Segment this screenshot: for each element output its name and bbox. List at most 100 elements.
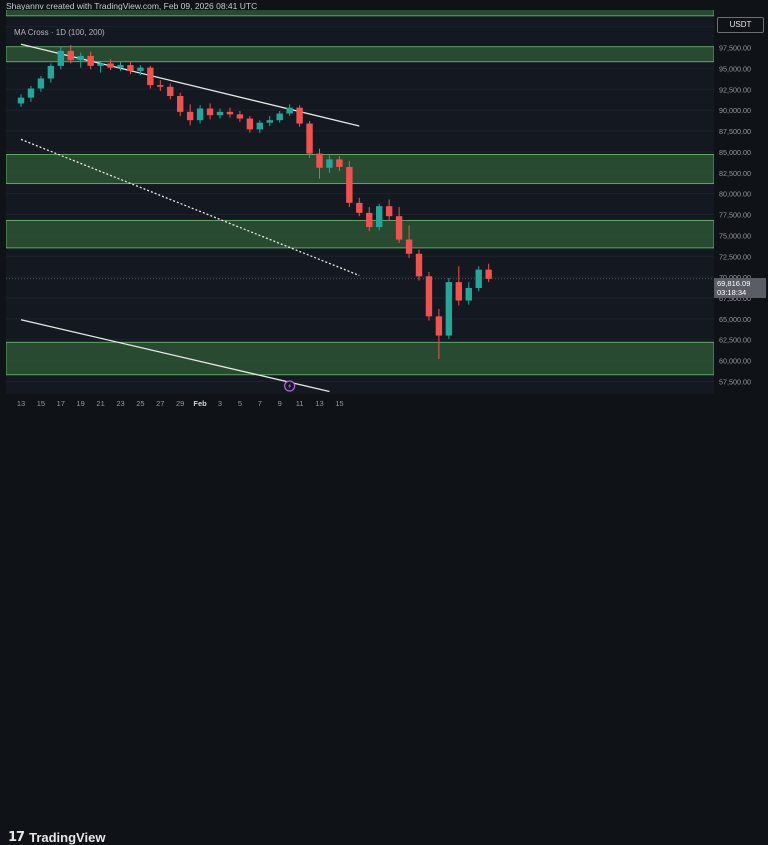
channel-trendline: [20, 319, 330, 393]
candle-body: [37, 78, 45, 89]
date-tick-label: 3: [218, 399, 222, 408]
support-resistance-zone: [5, 341, 715, 376]
candle-body: [167, 86, 174, 96]
candle-body: [356, 202, 363, 213]
candle-body: [77, 55, 84, 61]
support-resistance-zone: [5, 46, 715, 63]
price-plot-area[interactable]: MA Cross · 1D (100, 200): [5, 7, 715, 394]
candle-body: [425, 276, 433, 317]
candle-body: [296, 107, 303, 124]
date-tick-label: 19: [77, 399, 85, 408]
date-tick-label: 29: [176, 399, 184, 408]
date-tick-label: 23: [116, 399, 124, 408]
price-axis[interactable]: 100,000.0097,500.0095,000.0092,500.0090,…: [714, 10, 768, 394]
tradingview-logo-icon: 17: [8, 830, 25, 845]
candle-body: [17, 97, 25, 104]
date-tick-label: 13: [315, 399, 323, 408]
tradingview-brand-text: TradingView: [29, 830, 106, 845]
candle-body: [346, 166, 353, 203]
price-tick-label: 95,000.00: [719, 64, 751, 73]
price-tick-label: 97,500.00: [719, 44, 751, 53]
price-tick-label: 77,500.00: [719, 211, 751, 220]
price-tick-label: 72,500.00: [719, 252, 751, 261]
price-tick-label: 80,000.00: [719, 190, 751, 199]
price-tick-label: 65,000.00: [719, 315, 751, 324]
price-tick-label: 85,000.00: [719, 148, 751, 157]
candle-body: [455, 282, 462, 301]
candle-body: [47, 65, 55, 79]
price-tick-label: 82,500.00: [719, 169, 751, 178]
indicator-legend[interactable]: MA Cross · 1D (100, 200): [14, 28, 105, 37]
date-tick-label: 9: [278, 399, 282, 408]
price-tick-label: 92,500.00: [719, 85, 751, 94]
candle-body: [206, 108, 214, 116]
time-axis[interactable]: 13 15 17 19 21 23 25 27 29 Feb 3 5 7 9 11 13 15: [6, 394, 714, 412]
candle-body: [405, 239, 413, 254]
attribution-text: Shayannv created with TradingView.com, F…: [6, 1, 258, 11]
lightning-icon: [284, 380, 296, 392]
candle-body: [445, 282, 453, 336]
date-tick-label: 27: [156, 399, 164, 408]
price-axis-svg: 100,000.0097,500.0095,000.0092,500.0090,…: [719, 23, 755, 387]
candle-body: [137, 67, 144, 71]
chart-frame: Shayannv created with TradingView.com, F…: [5, 1, 768, 845]
date-tick-label: 7: [258, 399, 262, 408]
date-tick-label: 15: [37, 399, 45, 408]
channel-midline: [20, 138, 360, 277]
candle-body: [306, 123, 313, 154]
candle-body: [395, 216, 403, 240]
candle-body: [246, 118, 254, 130]
candle-body: [147, 67, 154, 86]
candle-body: [266, 120, 273, 123]
price-tick-label: 70,000.00: [719, 273, 751, 282]
price-chart-svg[interactable]: [5, 7, 715, 394]
candle-body: [127, 65, 134, 71]
candle-body: [107, 63, 114, 68]
candle-body: [485, 269, 492, 279]
candle-body: [256, 122, 263, 130]
date-tick-label: 21: [96, 399, 104, 408]
candle-body: [326, 159, 333, 168]
candle-body: [67, 50, 74, 61]
candle-body: [435, 316, 443, 336]
candle-body: [286, 107, 293, 114]
candle-body: [97, 63, 104, 66]
price-tick-label: 90,000.00: [719, 106, 751, 115]
currency-button[interactable]: USDT: [717, 17, 764, 33]
candle-body: [27, 88, 35, 98]
time-axis-svg: 13 15 17 19 21 23 25 27 29 Feb 3 5 7 9 11 13 15: [17, 399, 344, 408]
candle-body: [117, 65, 124, 68]
candle-body: [415, 253, 423, 277]
last-price-tag: 69,816.09 03:18:34: [714, 278, 766, 298]
candle-body: [366, 212, 373, 228]
support-resistance-zone: [5, 154, 715, 185]
date-tick-label: 11: [296, 399, 304, 408]
price-tick-label: 87,500.00: [719, 127, 751, 136]
candle-body: [226, 111, 234, 115]
event-marker-bolt: [288, 383, 292, 389]
price-tick-label: 67,500.00: [719, 294, 751, 303]
candle-body: [475, 269, 482, 288]
candle-body: [157, 85, 164, 87]
candle-body: [336, 159, 343, 167]
last-price-value: 69,816.09: [717, 279, 751, 288]
date-tick-label: 17: [57, 399, 65, 408]
candle-body: [465, 287, 472, 301]
support-resistance-zone: [5, 219, 715, 249]
price-tick-label: 75,000.00: [719, 231, 751, 240]
bar-countdown: 03:18:34: [717, 288, 747, 297]
candle-body: [376, 206, 383, 228]
date-tick-label: 15: [335, 399, 343, 408]
tradingview-logo[interactable]: 17 TradingView: [8, 830, 105, 845]
date-tick-label: 5: [238, 399, 242, 408]
candle-body: [316, 153, 323, 168]
date-tick-label: 25: [136, 399, 144, 408]
candle-body: [196, 108, 204, 121]
price-tick-label: 60,000.00: [719, 357, 751, 366]
candle-body: [276, 113, 283, 121]
candle-body: [186, 111, 194, 121]
candle-body: [57, 50, 64, 66]
candle-body: [385, 206, 393, 217]
support-resistance-zone: [5, 7, 715, 17]
candle-body: [216, 111, 224, 116]
